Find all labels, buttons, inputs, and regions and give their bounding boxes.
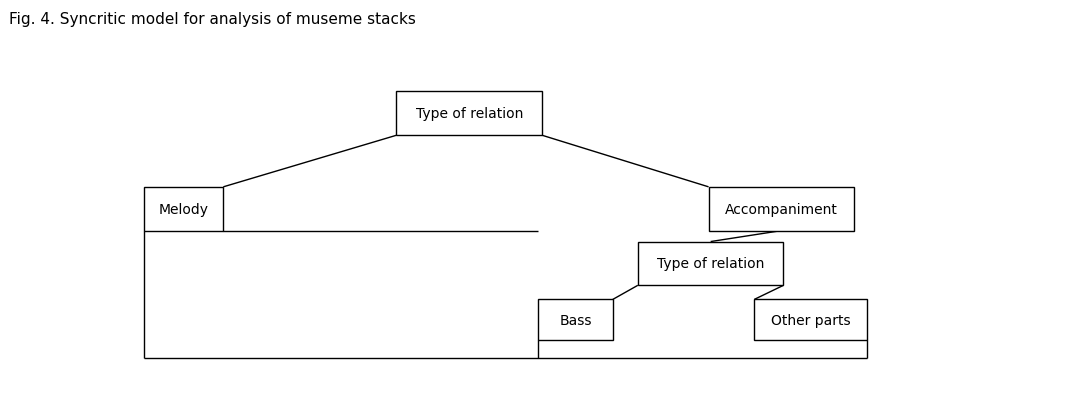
Text: Other parts: Other parts	[771, 313, 851, 327]
Text: Type of relation: Type of relation	[416, 107, 523, 121]
Text: Type of relation: Type of relation	[657, 257, 765, 271]
Bar	[538, 300, 613, 340]
Text: Fig. 4. Syncritic model for analysis of museme stacks: Fig. 4. Syncritic model for analysis of …	[9, 12, 416, 27]
Bar	[144, 188, 223, 231]
Text: Accompaniment: Accompaniment	[725, 202, 838, 216]
Bar	[754, 300, 867, 340]
Bar	[396, 92, 542, 136]
Bar	[638, 242, 784, 286]
Bar	[709, 188, 854, 231]
Text: Melody: Melody	[159, 202, 208, 216]
Text: Bass: Bass	[560, 313, 592, 327]
